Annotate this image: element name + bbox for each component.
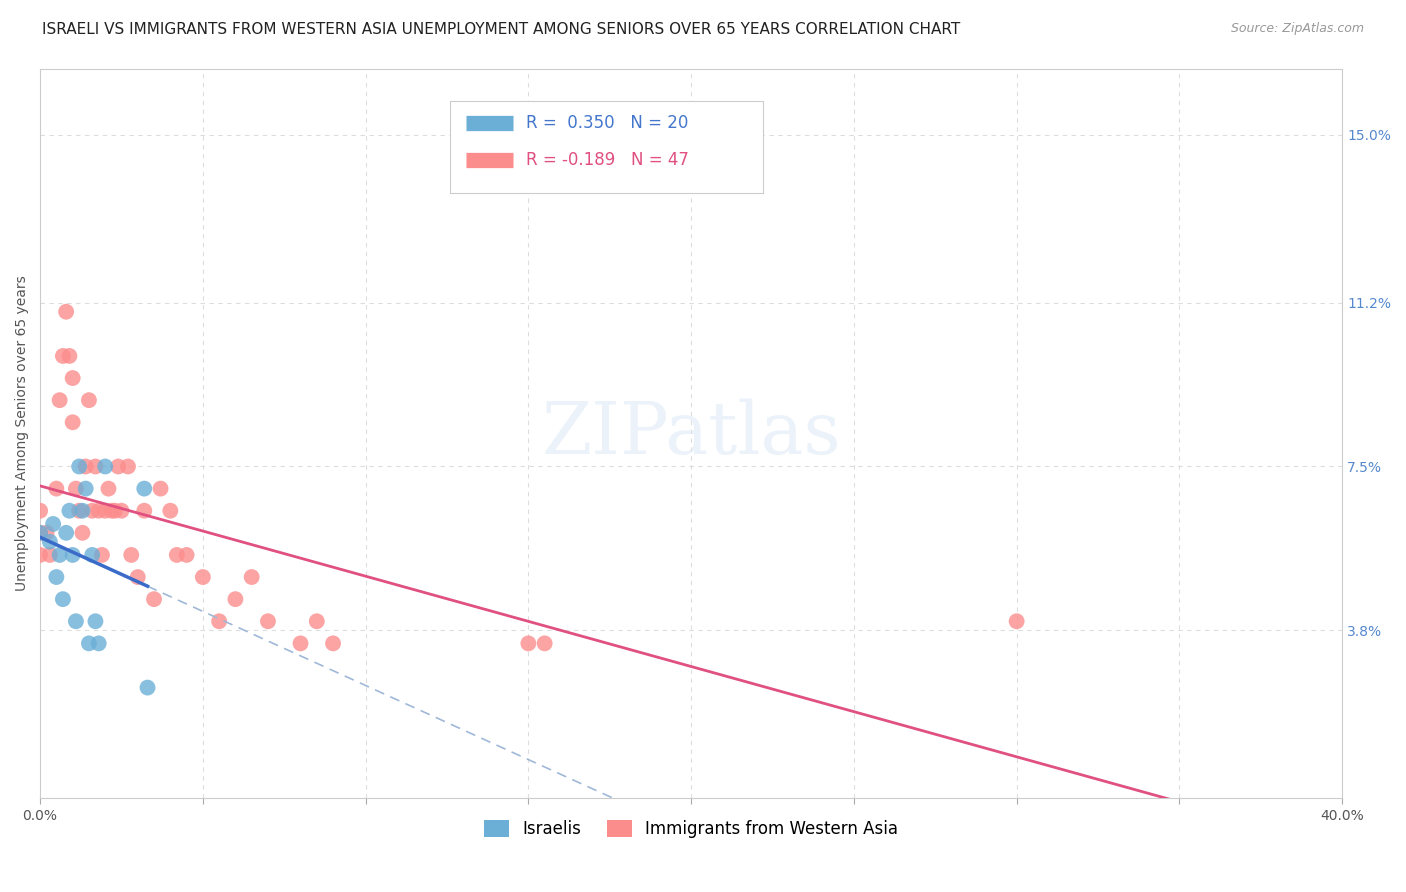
- Point: [517, 636, 540, 650]
- Point: [1005, 614, 1028, 628]
- Point: [100, 504, 122, 518]
- Point: [134, 482, 156, 496]
- Point: [136, 681, 159, 695]
- Point: [127, 570, 149, 584]
- Point: [134, 504, 156, 518]
- Point: [159, 504, 181, 518]
- Point: [72, 525, 94, 540]
- Point: [30, 548, 52, 562]
- Point: [143, 592, 166, 607]
- Point: [117, 459, 139, 474]
- Point: [62, 415, 84, 429]
- Point: [208, 614, 231, 628]
- Point: [65, 614, 87, 628]
- Text: R =  0.350   N = 20: R = 0.350 N = 20: [526, 114, 688, 132]
- Point: [77, 393, 100, 408]
- Point: [84, 614, 107, 628]
- Point: [149, 482, 172, 496]
- Point: [240, 570, 263, 584]
- Point: [290, 636, 312, 650]
- Point: [58, 349, 80, 363]
- Point: [52, 592, 75, 607]
- Point: [322, 636, 344, 650]
- Point: [224, 592, 246, 607]
- Text: ZIPatlas: ZIPatlas: [541, 398, 841, 468]
- Point: [52, 349, 75, 363]
- Point: [87, 504, 110, 518]
- Point: [45, 482, 67, 496]
- Point: [30, 504, 52, 518]
- Point: [75, 482, 97, 496]
- Point: [107, 459, 129, 474]
- Text: Source: ZipAtlas.com: Source: ZipAtlas.com: [1230, 22, 1364, 36]
- Text: ISRAELI VS IMMIGRANTS FROM WESTERN ASIA UNEMPLOYMENT AMONG SENIORS OVER 65 YEARS: ISRAELI VS IMMIGRANTS FROM WESTERN ASIA …: [42, 22, 960, 37]
- Point: [82, 548, 104, 562]
- Point: [67, 459, 90, 474]
- Point: [62, 548, 84, 562]
- Point: [65, 482, 87, 496]
- FancyBboxPatch shape: [450, 102, 762, 193]
- Y-axis label: Unemployment Among Seniors over 65 years: Unemployment Among Seniors over 65 years: [15, 276, 30, 591]
- Point: [533, 636, 555, 650]
- Point: [62, 371, 84, 385]
- Point: [84, 459, 107, 474]
- Point: [191, 570, 214, 584]
- Point: [35, 525, 58, 540]
- Point: [48, 548, 70, 562]
- Point: [67, 504, 90, 518]
- Point: [72, 504, 94, 518]
- Point: [94, 459, 117, 474]
- Point: [75, 459, 97, 474]
- Point: [110, 504, 132, 518]
- Point: [45, 570, 67, 584]
- Point: [58, 504, 80, 518]
- Point: [55, 525, 77, 540]
- Point: [104, 504, 127, 518]
- Point: [30, 525, 52, 540]
- Point: [55, 304, 77, 318]
- Point: [48, 393, 70, 408]
- Point: [94, 504, 117, 518]
- Point: [87, 636, 110, 650]
- Point: [166, 548, 188, 562]
- Point: [30, 525, 52, 540]
- Point: [82, 504, 104, 518]
- Point: [38, 548, 60, 562]
- Point: [38, 534, 60, 549]
- Point: [77, 636, 100, 650]
- Point: [91, 548, 114, 562]
- Point: [305, 614, 328, 628]
- Point: [97, 482, 120, 496]
- Text: R = -0.189   N = 47: R = -0.189 N = 47: [526, 151, 689, 169]
- Point: [120, 548, 142, 562]
- Point: [176, 548, 198, 562]
- Point: [257, 614, 280, 628]
- Point: [42, 516, 65, 531]
- Legend: Israelis, Immigrants from Western Asia: Israelis, Immigrants from Western Asia: [478, 813, 904, 845]
